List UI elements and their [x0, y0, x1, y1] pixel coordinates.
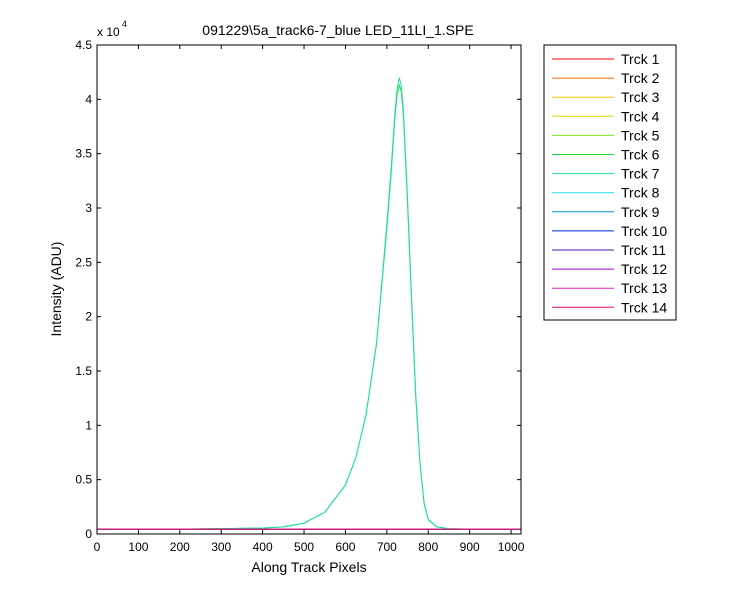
x-tick-label: 900	[460, 540, 480, 554]
series-line-trck-6	[97, 83, 521, 530]
y-tick-label: 2.5	[75, 255, 92, 269]
legend-label-trck-5: Trck 5	[621, 127, 660, 143]
x-tick-label: 600	[335, 540, 355, 554]
legend-label-trck-9: Trck 9	[621, 204, 660, 220]
legend-label-trck-3: Trck 3	[621, 89, 660, 105]
x-tick-label: 1000	[498, 540, 525, 554]
legend-label-trck-10: Trck 10	[621, 223, 667, 239]
x-tick-label: 0	[94, 540, 101, 554]
legend-label-trck-8: Trck 8	[621, 185, 660, 201]
legend-label-trck-13: Trck 13	[621, 280, 667, 296]
series-layer	[97, 77, 521, 530]
legend: Trck 1 Trck 2 Trck 3 Trck 4 Trck 5 Trck 6 Trck…	[543, 44, 677, 321]
legend-label-trck-2: Trck 2	[621, 70, 660, 86]
y-tick-label: 0.5	[75, 473, 92, 487]
y-multiplier-base: x 10	[97, 25, 120, 39]
x-tick-label: 700	[377, 540, 397, 554]
legend-label-trck-12: Trck 12	[621, 261, 667, 277]
x-axis-ticks: 0 100 200 300 400 500 600 700 800 900 1000	[94, 45, 525, 554]
x-tick-label: 100	[128, 540, 148, 554]
x-axis-label: Along Track Pixels	[251, 559, 366, 575]
legend-box	[543, 44, 677, 321]
x-tick-label: 500	[294, 540, 314, 554]
x-tick-label: 300	[211, 540, 231, 554]
series-line-trck-7	[97, 77, 521, 530]
y-tick-label: 1.5	[75, 364, 92, 378]
x-tick-label: 800	[418, 540, 438, 554]
y-axis-ticks: 0 0.5 1 1.5 2 2.5 3 3.5 4 4.5	[75, 38, 521, 541]
y-tick-label: 1	[85, 418, 92, 432]
y-axis-label: Intensity (ADU)	[48, 242, 64, 337]
legend-label-trck-1: Trck 1	[621, 51, 660, 67]
y-tick-label: 4	[85, 92, 92, 106]
y-tick-label: 3.5	[75, 147, 92, 161]
y-tick-label: 2	[85, 310, 92, 324]
x-tick-label: 200	[170, 540, 190, 554]
legend-label-trck-7: Trck 7	[621, 166, 660, 182]
x-tick-label: 400	[253, 540, 273, 554]
y-multiplier-exponent: 4	[122, 19, 127, 29]
chart-title: 091229\5a_track6-7_blue LED_11LI_1.SPE	[202, 22, 473, 38]
legend-label-trck-11: Trck 11	[621, 242, 666, 258]
legend-label-trck-14: Trck 14	[621, 299, 667, 315]
legend-label-trck-6: Trck 6	[621, 147, 660, 163]
y-tick-label: 0	[85, 527, 92, 541]
y-tick-label: 3	[85, 201, 92, 215]
y-tick-label: 4.5	[75, 38, 92, 52]
legend-label-trck-4: Trck 4	[621, 108, 660, 124]
plot-frame	[96, 44, 522, 535]
